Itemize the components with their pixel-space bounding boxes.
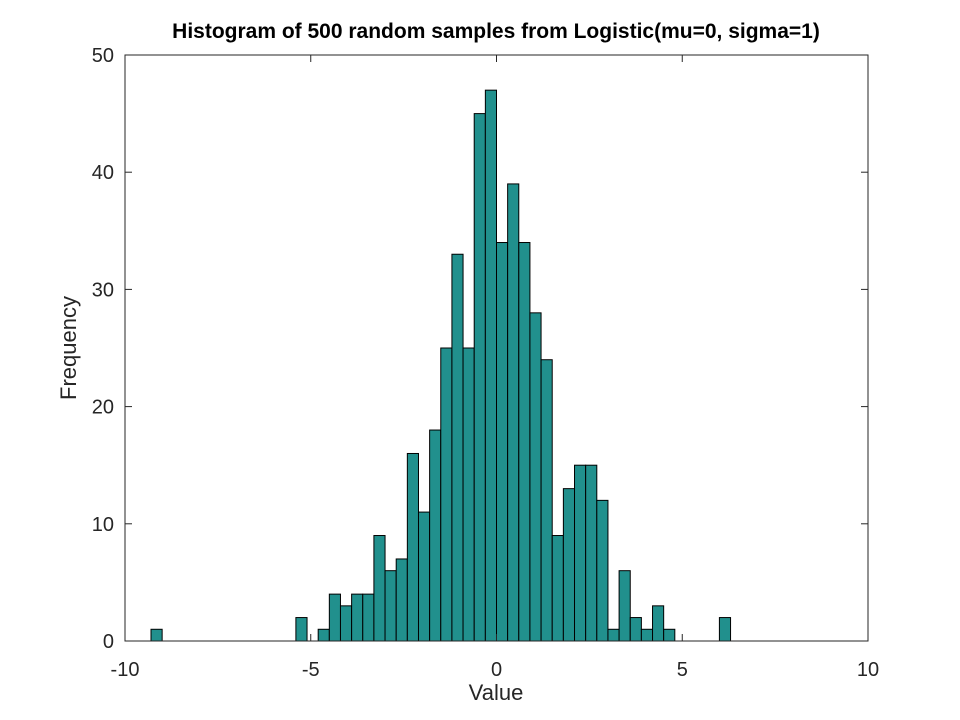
x-axis-label: Value: [469, 680, 524, 705]
histogram-bar-19: [508, 184, 519, 641]
histogram-bar-23: [552, 536, 563, 641]
histogram-bar-34: [719, 618, 730, 641]
histogram-bar-30: [630, 618, 641, 641]
histogram-bar-2: [318, 629, 329, 641]
histogram-bar-22: [541, 360, 552, 641]
x-tick-label: -10: [111, 659, 140, 681]
histogram-bar-10: [407, 453, 418, 641]
histogram-bar-33: [664, 629, 675, 641]
bars-group: [151, 90, 731, 641]
histogram-bar-28: [608, 629, 619, 641]
y-tick-label: 50: [92, 45, 114, 67]
y-tick-label: 0: [103, 631, 114, 653]
x-tick-label: 5: [677, 659, 688, 681]
histogram-bar-21: [530, 313, 541, 641]
histogram-bar-3: [329, 594, 340, 641]
x-tick-label: -5: [302, 659, 320, 681]
histogram-bar-31: [641, 629, 652, 641]
histogram-bar-27: [597, 500, 608, 641]
y-tick-label: 10: [92, 514, 114, 536]
histogram-bar-20: [519, 243, 530, 641]
histogram-bar-8: [385, 571, 396, 641]
histogram-bar-26: [586, 465, 597, 641]
y-axis-label: Frequency: [56, 296, 81, 400]
x-tick-label: 0: [491, 659, 502, 681]
histogram-bar-16: [474, 114, 485, 641]
histogram-bar-17: [485, 90, 496, 641]
histogram-bar-25: [575, 465, 586, 641]
histogram-bar-4: [340, 606, 351, 641]
histogram-bar-14: [452, 254, 463, 641]
chart-title: Histogram of 500 random samples from Log…: [172, 20, 820, 43]
histogram-bar-9: [396, 559, 407, 641]
y-tick-label: 20: [92, 397, 114, 419]
histogram-bar-29: [619, 571, 630, 641]
histogram-bar-1: [296, 618, 307, 641]
x-tick-label: 10: [857, 659, 879, 681]
histogram-bar-12: [430, 430, 441, 641]
histogram-bar-7: [374, 536, 385, 641]
histogram-bar-18: [497, 243, 508, 641]
histogram-bar-24: [563, 489, 574, 641]
histogram-bar-0: [151, 629, 162, 641]
y-tick-label: 40: [92, 162, 114, 184]
histogram-bar-15: [463, 348, 474, 641]
histogram-bar-13: [441, 348, 452, 641]
y-tick-label: 30: [92, 279, 114, 301]
histogram-bar-11: [418, 512, 429, 641]
histogram-bar-32: [653, 606, 664, 641]
histogram-bar-6: [363, 594, 374, 641]
histogram-bar-5: [352, 594, 363, 641]
